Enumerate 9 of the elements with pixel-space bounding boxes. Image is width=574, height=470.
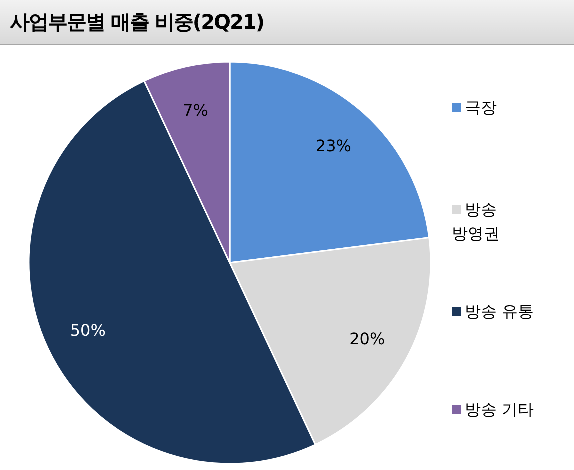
data-label: 50% xyxy=(70,320,106,340)
legend-label: 방송 유통 xyxy=(464,301,536,323)
data-label: 20% xyxy=(350,330,386,349)
legend-label: 방송 기타 xyxy=(464,399,536,421)
data-label: 23% xyxy=(316,136,352,156)
data-label: 7% xyxy=(183,100,208,120)
chart-title: 사업부문별 매출 비중(2Q21) xyxy=(10,9,264,36)
legend-label: 방송 방영권 xyxy=(452,199,501,245)
legend-label: 극장 xyxy=(464,97,498,119)
